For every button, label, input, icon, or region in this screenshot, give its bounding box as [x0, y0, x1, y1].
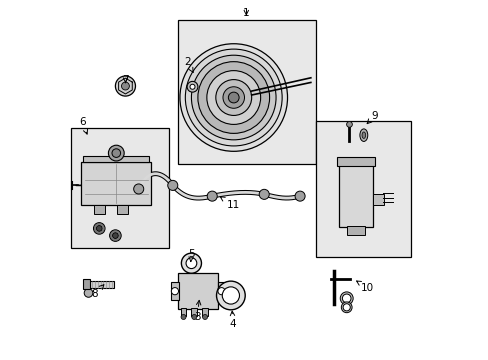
Circle shape [181, 253, 201, 273]
Text: 9: 9 [366, 111, 377, 123]
Bar [180, 309, 186, 316]
Circle shape [202, 315, 207, 319]
Circle shape [218, 288, 224, 295]
Circle shape [180, 44, 287, 151]
Circle shape [340, 292, 352, 305]
Text: 1: 1 [243, 8, 249, 18]
Circle shape [187, 81, 198, 92]
Circle shape [109, 230, 121, 241]
Circle shape [206, 71, 260, 125]
Text: 6: 6 [79, 117, 87, 134]
Circle shape [190, 84, 195, 89]
Text: 3: 3 [193, 300, 201, 322]
Circle shape [215, 80, 251, 116]
Circle shape [223, 87, 244, 108]
Circle shape [167, 180, 178, 190]
Circle shape [96, 226, 102, 231]
Ellipse shape [361, 132, 365, 138]
Circle shape [133, 184, 143, 194]
Bar [191, 309, 197, 316]
Bar [217, 282, 225, 300]
Bar [171, 282, 179, 300]
Circle shape [343, 304, 349, 311]
Bar [346, 226, 365, 235]
Bar [117, 205, 128, 214]
Circle shape [341, 302, 351, 313]
Text: 10: 10 [356, 281, 373, 293]
Circle shape [191, 55, 276, 140]
Bar [94, 205, 104, 214]
Circle shape [84, 289, 93, 297]
Circle shape [191, 315, 196, 319]
Ellipse shape [359, 129, 367, 141]
Circle shape [93, 223, 105, 234]
Bar [70, 128, 169, 248]
Circle shape [294, 191, 305, 201]
Circle shape [198, 62, 269, 134]
Circle shape [216, 281, 244, 310]
Circle shape [222, 287, 239, 304]
Bar [83, 156, 149, 162]
Circle shape [108, 145, 124, 161]
Text: 2: 2 [183, 57, 193, 72]
Circle shape [228, 92, 239, 103]
Circle shape [342, 294, 350, 303]
Circle shape [185, 49, 282, 146]
Bar [83, 279, 89, 289]
Bar [202, 309, 207, 316]
Circle shape [181, 315, 185, 319]
Circle shape [207, 191, 217, 201]
Circle shape [185, 258, 196, 269]
Circle shape [121, 82, 129, 90]
Text: 4: 4 [229, 311, 236, 329]
Bar [178, 273, 217, 309]
Circle shape [171, 288, 178, 295]
Bar [338, 165, 372, 227]
Text: 8: 8 [91, 285, 103, 299]
Bar [85, 281, 113, 288]
Circle shape [112, 149, 121, 157]
Circle shape [112, 233, 118, 238]
Bar [178, 21, 316, 164]
Bar [372, 194, 383, 205]
Circle shape [115, 76, 135, 96]
Text: 7: 7 [122, 75, 128, 85]
Bar [316, 121, 410, 257]
Bar [337, 157, 374, 166]
Circle shape [259, 189, 269, 199]
Bar [81, 162, 151, 205]
Text: 11: 11 [220, 197, 239, 210]
Text: 5: 5 [188, 248, 194, 262]
Circle shape [346, 122, 352, 127]
